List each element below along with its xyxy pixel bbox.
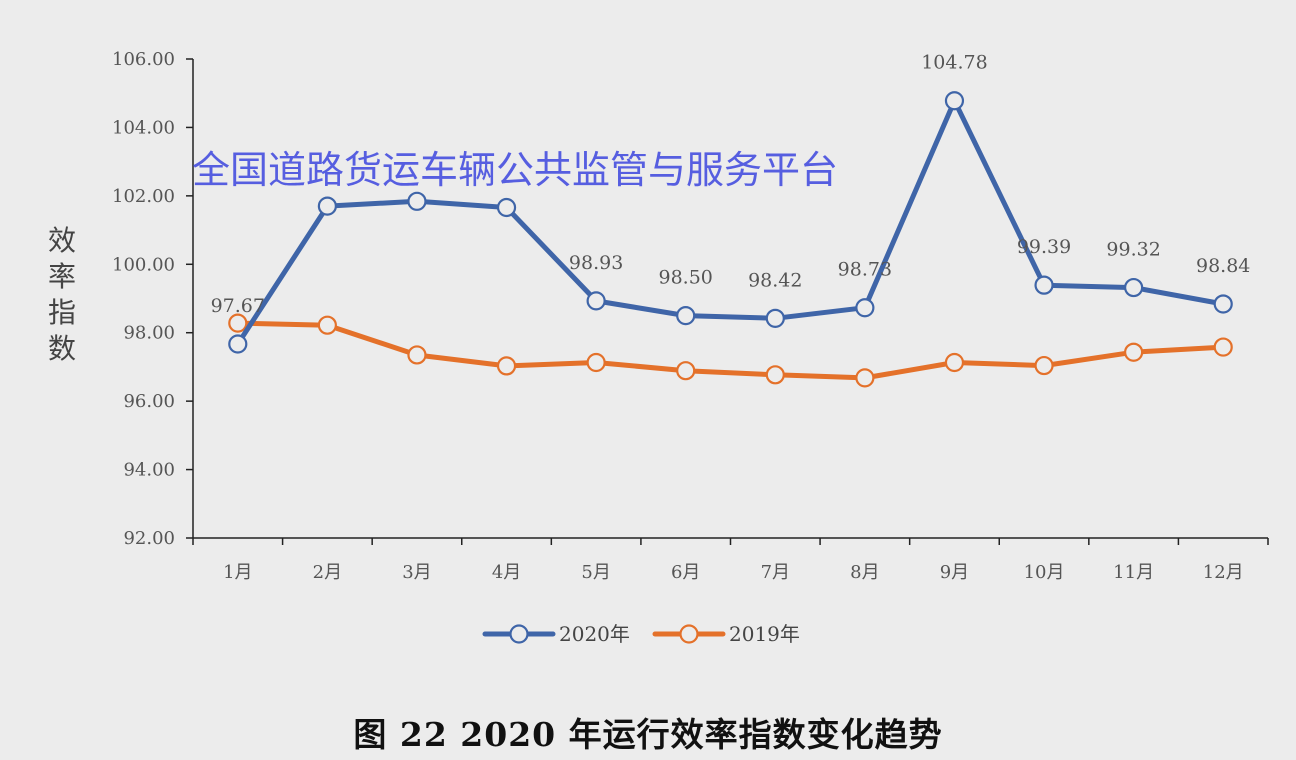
data-point-2020 — [944, 91, 965, 111]
y-tick-labels: 92.00 94.00 96.00 98.00 100.00 102.00 104.00 10… — [112, 49, 175, 549]
data-label: 98.84 — [1196, 255, 1250, 277]
x-tick-label: 5月 — [581, 562, 610, 583]
x-tick-label: 12月 — [1203, 562, 1244, 583]
data-point-2020 — [317, 196, 337, 216]
legend-label-2019: 2019年 — [729, 622, 800, 646]
x-tick-label: 8月 — [850, 562, 879, 583]
y-axis-label-char: 效 — [48, 224, 76, 257]
y-axis-label-char: 数 — [48, 332, 76, 365]
data-point-2020 — [765, 308, 785, 328]
data-point-2019 — [1213, 337, 1233, 357]
data-point-2020 — [228, 334, 248, 354]
data-point-2019 — [407, 345, 427, 365]
y-axis-label-char: 指 — [48, 296, 76, 329]
x-tick-label: 7月 — [761, 562, 790, 583]
watermark-text: 全国道路货运车辆公共监管与服务平台 — [192, 148, 838, 192]
y-tick-label: 98.00 — [123, 323, 175, 344]
data-label: 99.39 — [1017, 236, 1071, 258]
x-tick-label: 9月 — [940, 562, 969, 583]
legend-marker-2020 — [509, 624, 529, 644]
x-tick-label: 3月 — [402, 562, 431, 583]
data-point-2019 — [496, 356, 517, 376]
y-tick-label: 106.00 — [112, 49, 175, 70]
y-tick-label: 104.00 — [112, 117, 175, 138]
data-point-2019 — [228, 313, 248, 333]
data-label: 98.50 — [659, 267, 713, 289]
x-tick-label: 6月 — [671, 562, 700, 583]
x-tick-label: 1月 — [223, 562, 252, 583]
x-tick-label: 10月 — [1024, 562, 1065, 583]
data-point-2019 — [586, 352, 606, 373]
chart-legend: 2020年 2019年 — [482, 622, 800, 646]
y-axis-label: 效率指数 — [48, 224, 76, 365]
x-tick-label: 4月 — [492, 562, 521, 583]
data-point-2019 — [317, 315, 337, 335]
figure-caption: 图 22 2020 年运行效率指数变化趋势 — [353, 715, 943, 754]
y-tick-label: 96.00 — [123, 391, 175, 412]
y-tick-label: 100.00 — [112, 254, 175, 275]
chart-axes — [186, 58, 1269, 545]
series-layer — [228, 91, 1233, 388]
data-point-2020 — [1124, 277, 1144, 298]
data-point-2019 — [1124, 342, 1144, 362]
data-point-2020 — [1213, 294, 1233, 314]
data-point-2020 — [855, 298, 875, 318]
x-tick-label: 11月 — [1113, 562, 1154, 583]
x-tick-label: 2月 — [313, 562, 342, 583]
data-point-2019 — [765, 365, 785, 385]
series-line-2019 — [235, 320, 1226, 381]
data-label: 98.93 — [569, 252, 623, 274]
data-label: 98.73 — [838, 259, 892, 281]
legend-label-2020: 2020年 — [559, 622, 630, 646]
data-label: 104.78 — [921, 52, 987, 74]
series-line-2020 — [235, 98, 1226, 347]
data-label: 97.67 — [211, 295, 265, 317]
data-point-2020 — [1034, 275, 1054, 295]
data-point-2020 — [496, 197, 517, 218]
data-point-2019 — [855, 368, 875, 388]
y-tick-label: 102.00 — [112, 186, 175, 207]
legend-marker-2019 — [679, 624, 699, 644]
data-point-2020 — [407, 191, 427, 211]
data-label: 99.32 — [1106, 239, 1160, 261]
data-point-2020 — [586, 291, 606, 311]
data-label: 98.42 — [748, 269, 802, 291]
data-point-2019 — [944, 352, 965, 373]
y-tick-label: 92.00 — [123, 528, 175, 549]
data-point-2019 — [676, 361, 696, 381]
data-point-2019 — [1034, 355, 1054, 376]
x-tick-labels: 1月 2月 3月 4月 5月 6月 7月 8月 9月 10月 11月 12月 — [223, 562, 1244, 583]
data-labels: 97.67 98.93 98.50 98.42 98.73 104.78 99.39 99.3… — [211, 52, 1251, 317]
y-axis-label-char: 率 — [48, 260, 76, 293]
y-tick-label: 94.00 — [123, 460, 175, 481]
data-point-2020 — [676, 306, 696, 326]
